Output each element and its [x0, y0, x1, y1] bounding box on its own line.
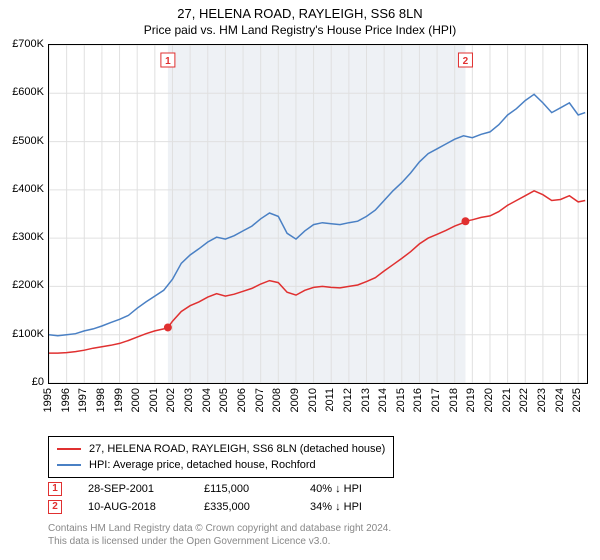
svg-text:1: 1: [165, 56, 171, 67]
x-tick-label: 2018: [448, 388, 460, 428]
chart-plot-area: 12: [48, 44, 588, 384]
table-row: 2 10-AUG-2018 £335,000 34% ↓ HPI: [48, 498, 390, 516]
legend-swatch: [57, 448, 81, 450]
chart-svg: 12: [49, 45, 587, 383]
x-tick-label: 2010: [307, 388, 319, 428]
tx-diff: 34% ↓ HPI: [310, 498, 390, 516]
x-tick-label: 2003: [183, 388, 195, 428]
tx-diff: 40% ↓ HPI: [310, 480, 390, 498]
table-row: 1 28-SEP-2001 £115,000 40% ↓ HPI: [48, 480, 390, 498]
x-tick-label: 2025: [571, 388, 583, 428]
x-tick-label: 2024: [554, 388, 566, 428]
y-tick-label: £700K: [4, 38, 44, 50]
legend-item: HPI: Average price, detached house, Roch…: [57, 457, 385, 473]
footnote-line: This data is licensed under the Open Gov…: [48, 535, 391, 548]
x-tick-label: 2006: [236, 388, 248, 428]
y-tick-label: £400K: [4, 183, 44, 195]
x-tick-label: 2004: [201, 388, 213, 428]
marker-badge: 1: [48, 482, 62, 496]
svg-text:2: 2: [463, 56, 469, 67]
transactions-table: 1 28-SEP-2001 £115,000 40% ↓ HPI 2 10-AU…: [48, 480, 390, 516]
x-tick-label: 2021: [501, 388, 513, 428]
x-tick-label: 1997: [77, 388, 89, 428]
x-tick-label: 2007: [254, 388, 266, 428]
legend-swatch: [57, 464, 81, 466]
y-tick-label: £300K: [4, 231, 44, 243]
legend-label: HPI: Average price, detached house, Roch…: [89, 457, 316, 473]
chart-title: 27, HELENA ROAD, RAYLEIGH, SS6 8LN: [0, 0, 600, 21]
x-tick-label: 2001: [148, 388, 160, 428]
y-tick-label: £100K: [4, 328, 44, 340]
y-tick-label: £0: [4, 376, 44, 388]
x-tick-label: 1995: [42, 388, 54, 428]
x-tick-label: 2020: [483, 388, 495, 428]
x-tick-label: 2017: [430, 388, 442, 428]
chart-subtitle: Price paid vs. HM Land Registry's House …: [0, 21, 600, 41]
x-tick-label: 2015: [395, 388, 407, 428]
legend: 27, HELENA ROAD, RAYLEIGH, SS6 8LN (deta…: [48, 436, 394, 478]
tx-price: £115,000: [204, 480, 284, 498]
footnote: Contains HM Land Registry data © Crown c…: [48, 522, 391, 548]
tx-date: 28-SEP-2001: [88, 480, 178, 498]
x-tick-label: 2000: [130, 388, 142, 428]
x-tick-label: 2009: [289, 388, 301, 428]
y-tick-label: £600K: [4, 86, 44, 98]
x-tick-label: 2002: [165, 388, 177, 428]
x-tick-label: 1999: [113, 388, 125, 428]
x-tick-label: 1996: [60, 388, 72, 428]
x-tick-label: 2014: [377, 388, 389, 428]
x-tick-label: 2016: [412, 388, 424, 428]
x-tick-label: 2012: [342, 388, 354, 428]
tx-price: £335,000: [204, 498, 284, 516]
x-tick-label: 2023: [536, 388, 548, 428]
tx-date: 10-AUG-2018: [88, 498, 178, 516]
legend-item: 27, HELENA ROAD, RAYLEIGH, SS6 8LN (deta…: [57, 441, 385, 457]
marker-badge: 2: [48, 500, 62, 514]
x-tick-label: 2013: [360, 388, 372, 428]
x-tick-label: 2008: [271, 388, 283, 428]
x-tick-label: 2005: [218, 388, 230, 428]
x-tick-label: 2019: [465, 388, 477, 428]
y-tick-label: £500K: [4, 135, 44, 147]
legend-label: 27, HELENA ROAD, RAYLEIGH, SS6 8LN (deta…: [89, 441, 385, 457]
x-tick-label: 2011: [324, 388, 336, 428]
footnote-line: Contains HM Land Registry data © Crown c…: [48, 522, 391, 535]
y-tick-label: £200K: [4, 279, 44, 291]
x-tick-label: 2022: [518, 388, 530, 428]
x-tick-label: 1998: [95, 388, 107, 428]
